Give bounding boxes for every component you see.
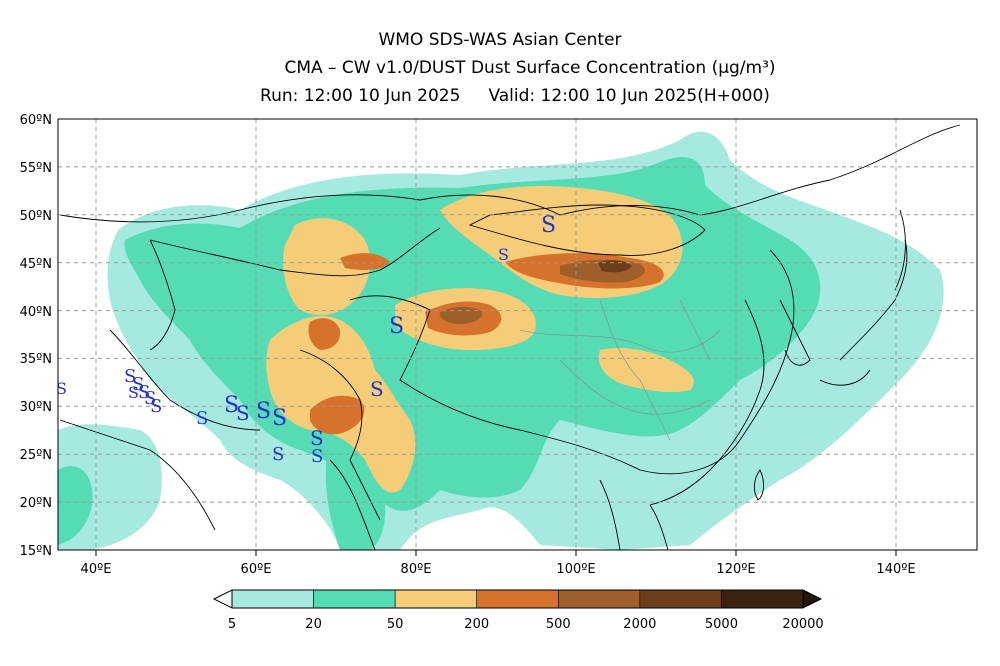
province-borders <box>519 299 721 441</box>
coastline-korea <box>779 299 811 366</box>
colorbar-segment <box>476 589 559 609</box>
colorbar-segment <box>721 589 804 609</box>
dust-level-20-50-west <box>58 466 93 545</box>
lat-label: 40ºN <box>20 305 52 320</box>
dust-level-200-500-south <box>310 395 365 435</box>
dust-symbol: S <box>236 401 250 425</box>
valid-time: Valid: 12:00 10 Jun 2025(H+000) <box>488 86 770 106</box>
colorbar-segment <box>394 589 478 609</box>
province-line-c <box>599 299 671 441</box>
coastline-caspian <box>149 239 176 351</box>
province-line-d <box>679 299 711 361</box>
dust-symbol: S <box>541 213 556 238</box>
country-borders <box>59 124 961 550</box>
coastline-india <box>329 459 376 550</box>
dust-symbol: S <box>128 383 139 402</box>
colorbar-segment <box>313 589 396 609</box>
lat-label: 30ºN <box>20 400 52 415</box>
coastline-taiwan <box>753 469 764 501</box>
border-kazakhstan <box>149 227 441 277</box>
dust-symbol: S <box>150 396 162 417</box>
colorbar-segment <box>557 589 641 609</box>
lat-label: 60ºN <box>20 113 52 128</box>
colorbar-extend-low <box>212 589 233 609</box>
province-line-a <box>519 329 721 353</box>
dust-symbol: S <box>224 393 239 418</box>
dust-level-50-200-central <box>283 218 371 316</box>
dust-symbol: S <box>389 314 404 339</box>
lat-label: 15ºN <box>20 544 52 559</box>
province-line-b <box>559 359 711 415</box>
coastline-russia-east <box>829 124 961 291</box>
coastline-east-china <box>649 299 765 506</box>
dust-symbol: S <box>56 379 67 398</box>
lon-label: 140ºE <box>876 562 915 577</box>
lon-label: 100ºE <box>556 562 595 577</box>
dust-symbol: S <box>144 388 156 409</box>
title-center: WMO SDS-WAS Asian Center <box>378 30 622 50</box>
border-arabia <box>59 419 216 531</box>
dust-symbol: S <box>272 406 287 431</box>
dust-symbol: S <box>498 245 509 264</box>
graticule <box>58 119 977 550</box>
coastline-southeast-asia <box>599 479 669 550</box>
dust-symbol: S <box>196 408 208 429</box>
concentration-field <box>58 131 944 550</box>
dust-symbol: S <box>370 377 384 401</box>
coastline-japan <box>819 239 908 386</box>
tick-marks <box>95 550 897 556</box>
border-mongolia <box>468 204 706 256</box>
lon-label: 120ºE <box>716 562 755 577</box>
colorbar-extend-high <box>802 589 823 609</box>
run-time: Run: 12:00 10 Jun 2025 <box>260 86 461 106</box>
dust-level-200-500-north <box>340 253 390 270</box>
dust-symbol: S <box>256 399 271 424</box>
colorbar-labels: 5 20 50 200 500 2000 5000 20000 <box>228 617 824 632</box>
colorbar-label: 20000 <box>782 617 823 632</box>
dust-symbol: S <box>132 374 144 395</box>
title-product: CMA – CW v1.0/DUST Dust Surface Concentr… <box>284 58 776 78</box>
colorbar-label: 2000 <box>623 617 656 632</box>
border-china-west <box>349 249 795 475</box>
border-pakistan-india <box>299 349 381 521</box>
lat-label: 45ºN <box>20 257 52 272</box>
lon-label: 60ºE <box>241 562 272 577</box>
colorbar-label: 500 <box>546 617 571 632</box>
colorbar-label: 5000 <box>705 617 738 632</box>
colorbar-segments <box>231 589 804 609</box>
dust-level-5-20-sea <box>770 384 879 450</box>
lat-label: 50ºN <box>20 209 52 224</box>
longitude-labels: 40ºE 60ºE 80ºE 100ºE 120ºE 140ºE <box>81 562 916 577</box>
dust-symbol: S <box>138 382 150 403</box>
lon-label: 80ºE <box>401 562 432 577</box>
colorbar-label: 50 <box>387 617 404 632</box>
lat-label: 35ºN <box>20 352 52 367</box>
border-russia-south <box>59 179 831 223</box>
dust-level-50-200-east <box>598 348 694 393</box>
dust-symbol: S <box>311 446 323 467</box>
latitude-labels: 60ºN 55ºN 50ºN 45ºN 40ºN 35ºN 30ºN 25ºN … <box>20 113 52 559</box>
colorbar-label: 5 <box>228 617 236 632</box>
dust-level-2000-5000 <box>598 260 632 273</box>
dust-symbol: S <box>310 426 324 450</box>
plot-frame <box>57 118 978 551</box>
lon-label: 40ºE <box>81 562 112 577</box>
lat-label: 55ºN <box>20 161 52 176</box>
colorbar-frame <box>231 589 804 609</box>
dust-symbol: S <box>124 366 136 387</box>
dust-symbols: S S S S S S S S S S S S S S S S S S S <box>56 213 556 467</box>
lat-label: 25ºN <box>20 448 52 463</box>
lat-label: 20ºN <box>20 496 52 511</box>
colorbar-segment <box>639 589 722 609</box>
colorbar-segment <box>231 589 314 609</box>
colorbar: 5 20 50 200 500 2000 5000 20000 <box>212 589 824 632</box>
colorbar-label: 20 <box>305 617 322 632</box>
title-times: Run: 12:00 10 Jun 2025 Valid: 12:00 10 Ju… <box>0 86 1000 106</box>
dust-level-200-500-central <box>308 318 341 350</box>
colorbar-label: 200 <box>464 617 489 632</box>
dust-symbol: S <box>272 444 284 465</box>
border-iran <box>109 329 261 431</box>
